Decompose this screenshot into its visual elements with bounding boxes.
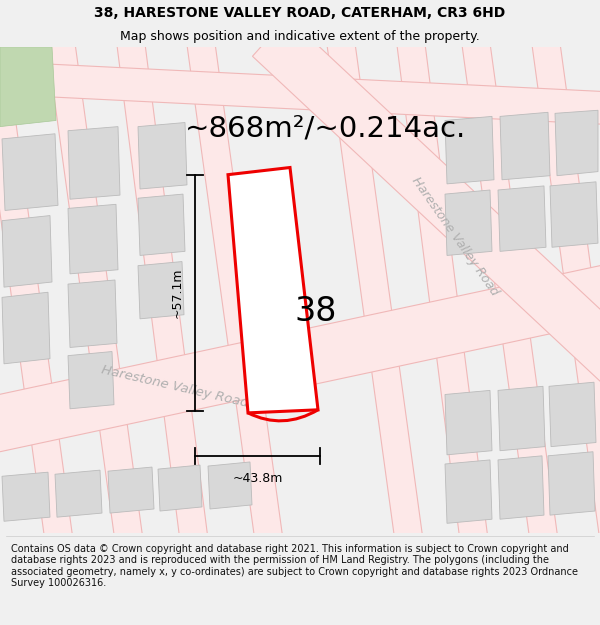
Polygon shape — [461, 34, 559, 550]
Text: Contains OS data © Crown copyright and database right 2021. This information is : Contains OS data © Crown copyright and d… — [11, 544, 578, 588]
Polygon shape — [0, 265, 600, 452]
Polygon shape — [2, 216, 52, 287]
Polygon shape — [0, 61, 600, 124]
Polygon shape — [548, 452, 595, 515]
Polygon shape — [138, 194, 185, 256]
Polygon shape — [108, 467, 154, 513]
Polygon shape — [445, 190, 492, 256]
Polygon shape — [68, 280, 117, 348]
Text: Harestone Valley Road: Harestone Valley Road — [409, 174, 501, 298]
Polygon shape — [531, 34, 600, 550]
Polygon shape — [445, 391, 492, 455]
Polygon shape — [138, 122, 187, 189]
Text: Harestone Valley Road: Harestone Valley Road — [100, 363, 250, 409]
Polygon shape — [326, 34, 424, 550]
Text: 38: 38 — [295, 295, 337, 328]
Polygon shape — [68, 204, 118, 274]
Text: ~57.1m: ~57.1m — [170, 268, 184, 318]
Polygon shape — [0, 47, 56, 127]
Polygon shape — [498, 386, 545, 451]
Text: ~43.8m: ~43.8m — [232, 472, 283, 485]
Polygon shape — [2, 472, 50, 521]
Polygon shape — [2, 134, 58, 211]
Polygon shape — [68, 127, 120, 199]
Polygon shape — [396, 35, 489, 549]
Polygon shape — [253, 17, 600, 383]
Polygon shape — [186, 34, 284, 550]
Polygon shape — [555, 110, 598, 176]
Polygon shape — [228, 168, 318, 413]
Text: ~868m²/~0.214ac.: ~868m²/~0.214ac. — [185, 114, 466, 142]
Polygon shape — [498, 186, 546, 251]
Polygon shape — [46, 34, 144, 550]
Polygon shape — [2, 292, 50, 364]
Text: Map shows position and indicative extent of the property.: Map shows position and indicative extent… — [120, 30, 480, 43]
Polygon shape — [445, 460, 492, 523]
Polygon shape — [0, 34, 74, 550]
Polygon shape — [498, 456, 544, 519]
Polygon shape — [550, 182, 598, 248]
Polygon shape — [208, 462, 252, 509]
Text: 38, HARESTONE VALLEY ROAD, CATERHAM, CR3 6HD: 38, HARESTONE VALLEY ROAD, CATERHAM, CR3… — [94, 6, 506, 20]
Polygon shape — [158, 465, 202, 511]
Polygon shape — [116, 35, 209, 549]
Polygon shape — [55, 470, 102, 517]
Polygon shape — [500, 112, 550, 180]
Polygon shape — [549, 382, 596, 447]
Polygon shape — [68, 351, 114, 409]
Polygon shape — [138, 262, 184, 319]
Polygon shape — [445, 116, 494, 184]
